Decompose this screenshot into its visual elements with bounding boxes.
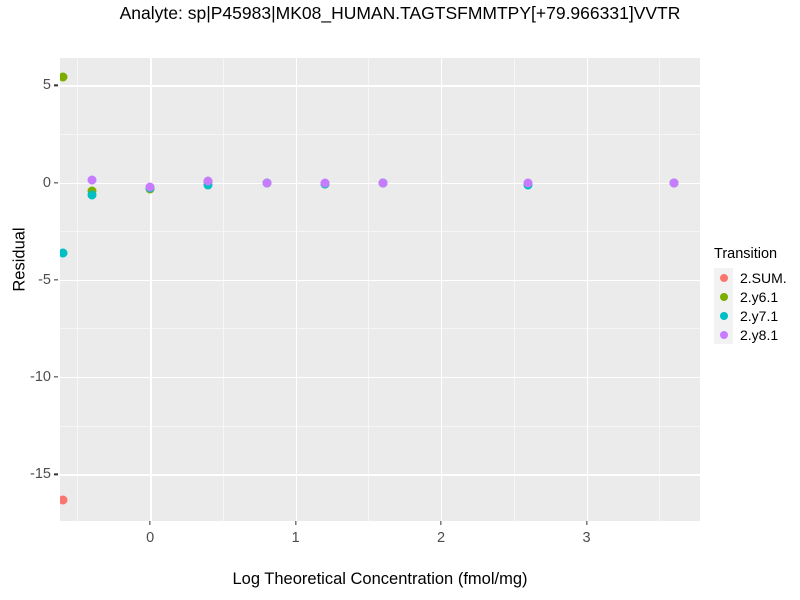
gridline-minor-horizontal <box>60 133 700 135</box>
y-tick-label: -5 <box>38 271 51 288</box>
y-axis-ticks: 5 0 -5 -10 -15 <box>0 58 51 521</box>
legend-dot-icon <box>719 330 728 339</box>
gridline-major-vertical <box>295 58 298 521</box>
legend-swatch <box>714 325 733 344</box>
data-point <box>523 178 533 188</box>
x-axis-label: Log Theoretical Concentration (fmol/mg) <box>232 570 528 588</box>
x-tick-label: 1 <box>291 530 300 546</box>
data-point <box>145 182 155 192</box>
data-point <box>378 178 388 188</box>
data-point <box>320 178 330 188</box>
y-tick-mark <box>54 473 58 475</box>
legend-item[interactable]: 2.y6.1 <box>714 287 787 306</box>
legend-swatch <box>714 306 733 325</box>
data-point <box>87 175 97 185</box>
legend-item[interactable]: 2.SUM. <box>714 268 787 287</box>
gridline-minor-vertical <box>513 58 515 521</box>
x-tick-mark <box>294 521 297 525</box>
x-tick-label: 2 <box>437 530 446 546</box>
y-tick-mark <box>54 84 58 86</box>
gridline-minor-horizontal <box>60 231 700 232</box>
legend-item-label: 2.y7.1 <box>740 307 779 324</box>
gridline-major-horizontal <box>60 377 700 379</box>
gridline-major-vertical <box>441 58 443 521</box>
y-tick-label: 0 <box>42 174 51 191</box>
data-point <box>203 176 213 186</box>
y-tick-mark <box>54 181 58 184</box>
legend-dot-icon <box>719 292 728 301</box>
page-title: Analyte: sp|P45983|MK08_HUMAN.TAGTSFMMTP… <box>119 3 681 23</box>
legend-dot-icon <box>719 311 728 320</box>
y-tick-mark <box>54 279 58 281</box>
data-point <box>60 248 68 258</box>
y-tick-label: -15 <box>30 466 51 483</box>
legend-entries: 2.SUM. 2.y6.1 2.y7.1 2.y8.1 <box>714 268 787 344</box>
data-point <box>262 178 272 188</box>
y-tick-label: 5 <box>42 77 51 94</box>
gridline-minor-horizontal <box>60 425 700 427</box>
data-point <box>60 72 68 82</box>
y-axis-label: Residual <box>10 227 29 292</box>
gridline-minor-vertical <box>659 58 661 521</box>
gridline-minor-vertical <box>77 58 79 521</box>
gridline-major-horizontal <box>60 85 700 87</box>
x-tick-mark <box>585 521 588 525</box>
x-tick-label: 3 <box>582 530 591 546</box>
gridline-minor-horizontal <box>60 328 700 330</box>
legend: Transition 2.SUM. 2.y6.1 2.y7.1 2.y8.1 <box>714 246 787 344</box>
y-tick-label: -10 <box>30 369 51 386</box>
legend-item-label: 2.SUM. <box>740 269 787 286</box>
legend-item-label: 2.y8.1 <box>740 326 779 343</box>
legend-title: Transition <box>714 246 778 262</box>
gridline-major-horizontal <box>60 474 700 476</box>
x-tick-label: 0 <box>146 530 155 546</box>
plot-panel <box>60 58 700 521</box>
gridline-major-horizontal <box>60 279 700 282</box>
data-point <box>60 495 68 505</box>
data-point <box>669 178 679 188</box>
x-axis-ticks: 0 1 2 3 <box>60 521 700 551</box>
gridline-minor-vertical <box>368 58 370 521</box>
legend-swatch <box>714 287 733 306</box>
legend-swatch <box>714 268 733 287</box>
gridline-major-vertical <box>150 58 152 521</box>
legend-item[interactable]: 2.y7.1 <box>714 306 787 325</box>
y-tick-mark <box>54 376 58 378</box>
gridline-minor-vertical <box>222 58 224 521</box>
x-tick-mark <box>440 521 442 525</box>
x-tick-mark <box>149 521 151 525</box>
gridline-major-vertical <box>586 58 588 521</box>
legend-dot-icon <box>719 273 728 282</box>
data-point <box>87 190 97 200</box>
legend-item[interactable]: 2.y8.1 <box>714 325 787 344</box>
legend-item-label: 2.y6.1 <box>740 288 779 305</box>
